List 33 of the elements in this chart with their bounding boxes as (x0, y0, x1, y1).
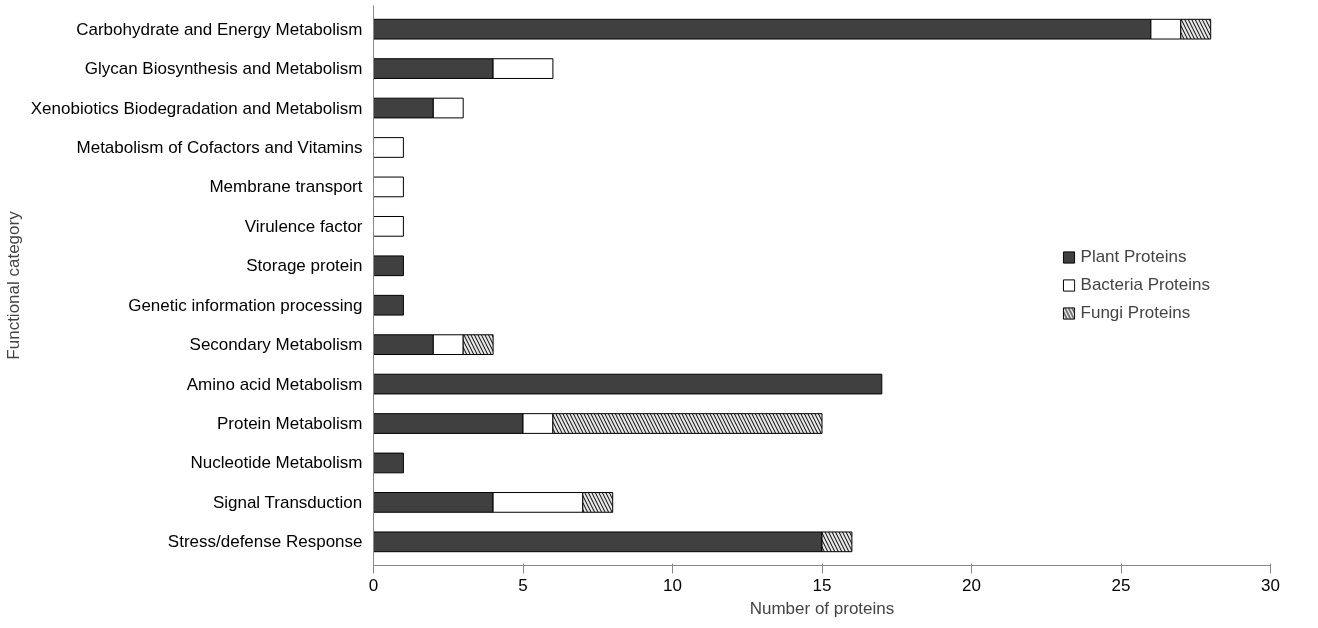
y-tick-label: Carbohydrate and Energy Metabolism (76, 19, 363, 39)
x-tick-label: 5 (518, 575, 528, 595)
x-tick-label: 10 (663, 575, 682, 595)
y-tick-label: Virulence factor (244, 216, 363, 236)
x-tick-label: 0 (368, 575, 379, 595)
bar (373, 294, 404, 316)
bar (373, 255, 404, 277)
y-tick-label: Xenobiotics Biodegradation and Metabolism (30, 98, 363, 118)
bar (373, 452, 404, 474)
y-axis-title: Functional category (3, 210, 23, 360)
y-tick-label: Secondary Metabolism (189, 335, 363, 355)
y-tick-label: Genetic information processing (128, 295, 363, 315)
y-tick-label: Glycan Biosynthesis and Metabolism (84, 59, 363, 79)
y-tick-label: Metabolism of Cofactors and Vitamins (76, 137, 363, 157)
legend-label: Bacteria Proteins (1080, 275, 1210, 295)
x-tick-label: 25 (1111, 575, 1131, 595)
bar (373, 176, 404, 198)
y-tick-label: Membrane transport (209, 177, 363, 197)
y-tick-label: Protein Metabolism (217, 414, 363, 434)
x-tick-label: 30 (1261, 575, 1280, 595)
y-tick-label: Stress/defense Response (167, 532, 363, 552)
bar (373, 137, 404, 158)
legend-label: Plant Proteins (1080, 247, 1187, 267)
x-tick-label: 15 (812, 575, 832, 595)
x-tick-label: 20 (962, 575, 981, 595)
y-tick-label: Signal Transduction (212, 492, 363, 512)
bar (373, 373, 883, 395)
bar (373, 215, 404, 237)
y-tick-label: Storage protein (246, 256, 363, 276)
x-axis-title: Number of proteins (749, 598, 895, 618)
y-tick-label: Nucleotide Metabolism (190, 453, 363, 473)
y-tick-label: Amino acid Metabolism (186, 374, 363, 394)
legend-label: Fungi Proteins (1080, 303, 1191, 323)
